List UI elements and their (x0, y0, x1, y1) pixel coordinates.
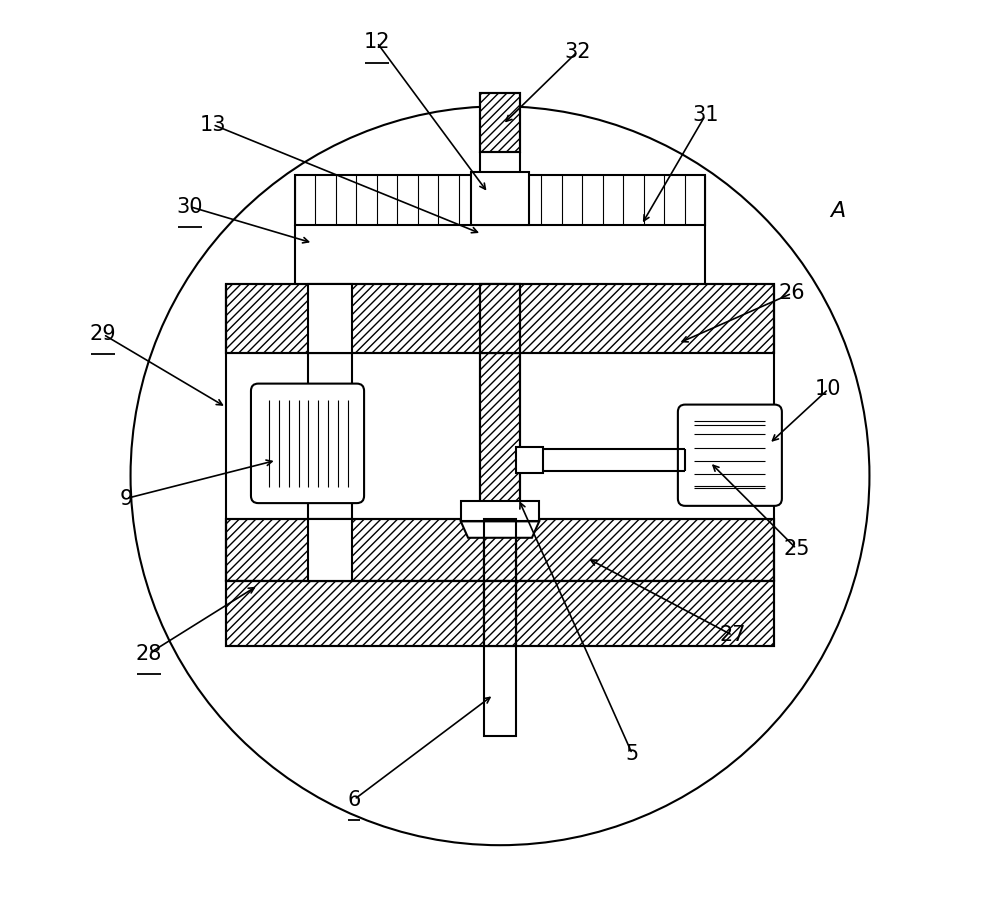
Bar (226, 581, 774, 646)
Bar (484, 581, 516, 646)
Text: 6: 6 (347, 790, 361, 810)
Text: 12: 12 (364, 32, 390, 52)
Bar (308, 519, 352, 581)
Text: 32: 32 (564, 41, 591, 61)
Text: 25: 25 (783, 539, 810, 559)
Text: 9: 9 (119, 489, 133, 509)
Bar (308, 285, 352, 352)
FancyBboxPatch shape (678, 404, 782, 506)
Bar (480, 285, 520, 352)
Bar (484, 538, 516, 736)
Text: 30: 30 (177, 197, 203, 217)
Bar (295, 175, 705, 225)
Text: 5: 5 (626, 744, 639, 764)
Text: 13: 13 (199, 114, 226, 135)
Text: 10: 10 (815, 379, 842, 399)
Bar (226, 285, 774, 352)
Text: A: A (830, 201, 845, 221)
Bar (471, 172, 529, 225)
Text: 31: 31 (692, 105, 718, 125)
Bar (480, 92, 520, 152)
Text: 29: 29 (90, 324, 116, 344)
Text: 28: 28 (136, 643, 162, 663)
Bar (484, 519, 516, 581)
Polygon shape (461, 522, 539, 538)
FancyBboxPatch shape (251, 383, 364, 503)
Bar (480, 92, 520, 152)
Bar (484, 581, 516, 646)
Bar (226, 285, 774, 352)
Text: 26: 26 (779, 284, 805, 303)
Bar (461, 501, 539, 522)
Bar (480, 352, 520, 522)
Bar (516, 447, 543, 473)
Text: 27: 27 (719, 625, 746, 645)
Bar (480, 285, 520, 352)
Bar (226, 519, 774, 581)
Bar (484, 519, 516, 581)
Bar (226, 519, 774, 581)
Bar (226, 581, 774, 646)
